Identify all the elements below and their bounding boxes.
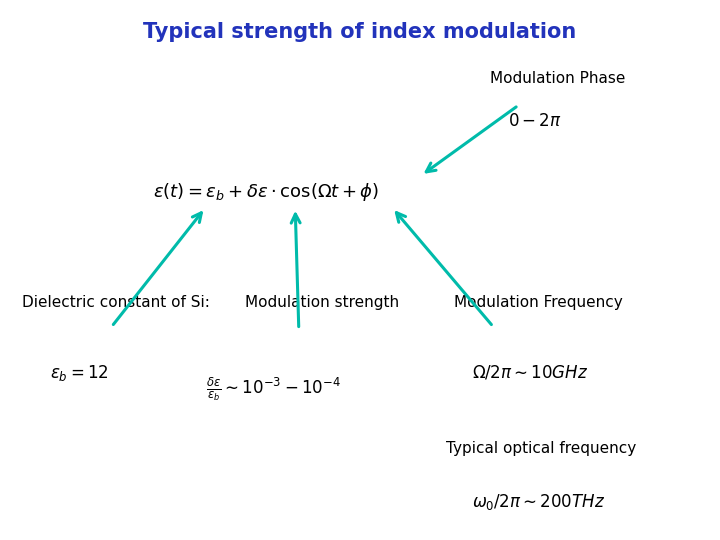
- Text: $\omega_0/2\pi\sim 200THz$: $\omega_0/2\pi\sim 200THz$: [472, 492, 605, 512]
- Text: Modulation strength: Modulation strength: [245, 295, 399, 310]
- Text: $\epsilon(t) = \epsilon_b + \delta\epsilon \cdot \cos(\Omega t + \phi)$: $\epsilon(t) = \epsilon_b + \delta\epsil…: [153, 181, 379, 202]
- Text: Typical optical frequency: Typical optical frequency: [446, 441, 636, 456]
- Text: $\epsilon_b = 12$: $\epsilon_b = 12$: [50, 362, 109, 383]
- Text: $0 - 2\pi$: $0 - 2\pi$: [508, 112, 562, 131]
- Text: Modulation Frequency: Modulation Frequency: [454, 295, 622, 310]
- Text: Modulation Phase: Modulation Phase: [490, 71, 625, 86]
- Text: $\frac{\delta\epsilon}{\epsilon_b}\sim 10^{-3} - 10^{-4}$: $\frac{\delta\epsilon}{\epsilon_b}\sim 1…: [206, 375, 341, 402]
- Text: Typical strength of index modulation: Typical strength of index modulation: [143, 22, 577, 42]
- Text: Dielectric constant of Si:: Dielectric constant of Si:: [22, 295, 210, 310]
- Text: $\Omega/2\pi\sim 10GHz$: $\Omega/2\pi\sim 10GHz$: [472, 363, 588, 382]
